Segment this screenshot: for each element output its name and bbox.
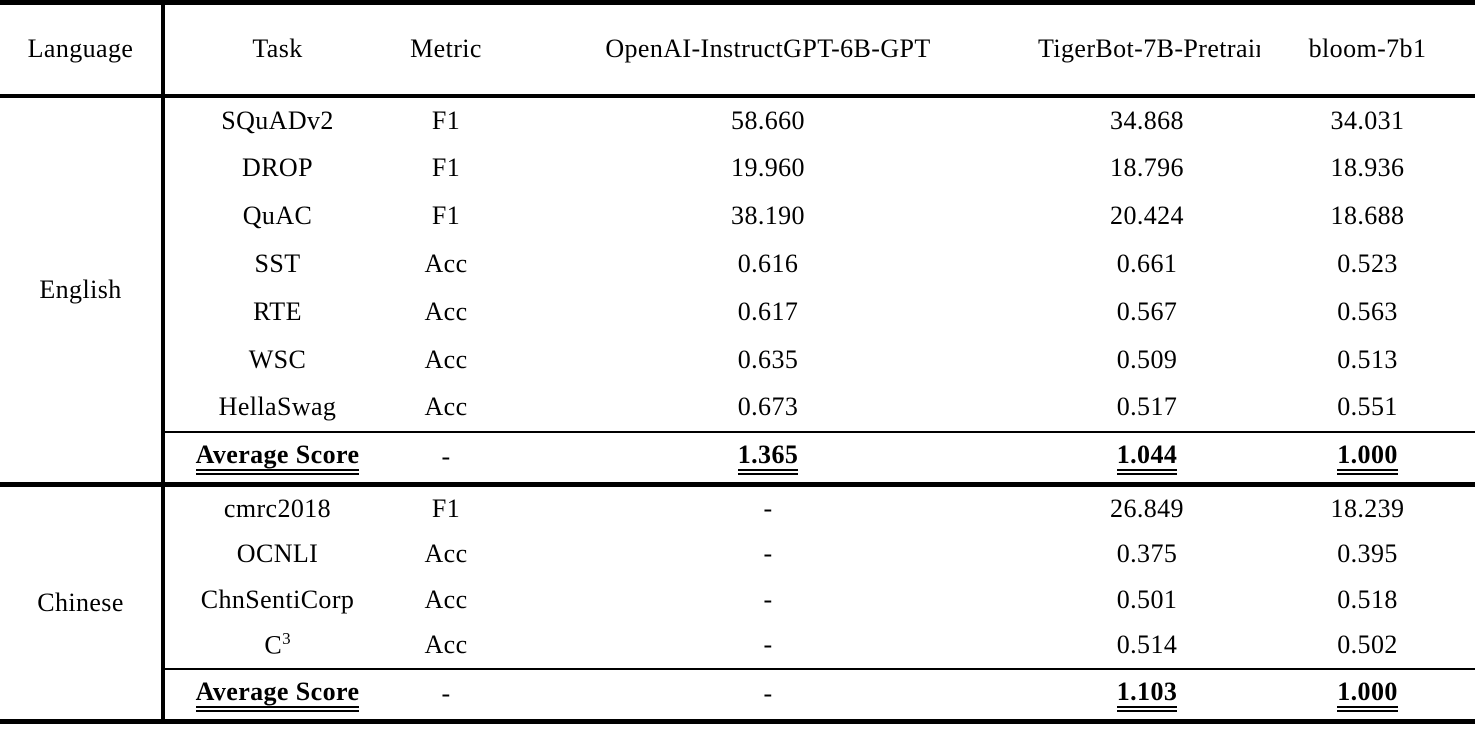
score-cell: 0.673	[737, 392, 799, 421]
superscript: 3	[282, 629, 291, 649]
table-row: WSC Acc 0.635 0.509 0.513	[0, 336, 1475, 384]
metric-cell: Acc	[424, 248, 468, 278]
table-row: Chinese cmrc2018 F1 - 26.849 18.239	[0, 484, 1475, 722]
average-score-row: Average Score - 1.365 1.044 1.000	[0, 430, 1475, 487]
average-score-value: -	[502, 667, 1034, 722]
metric-cell: F1	[431, 493, 461, 523]
task-cell: DROP	[242, 152, 313, 182]
average-score-value: 1.044	[1034, 430, 1260, 487]
score-cell: 34.868	[1110, 105, 1184, 135]
task-cell: SST	[254, 248, 301, 278]
table-row: RTE Acc 0.617 0.567 0.563	[0, 288, 1475, 336]
metric-cell: F1	[431, 152, 461, 182]
average-score-value: 1.103	[1034, 667, 1260, 722]
task-cell: RTE	[253, 296, 302, 326]
score-cell: -	[763, 584, 773, 614]
task-cell: SQuADv2	[221, 105, 334, 135]
column-header-model-openai: OpenAI-InstructGPT-6B-GPT	[502, 2, 1034, 98]
table-row: OCNLI Acc - 0.375 0.395	[0, 531, 1475, 577]
score-cell: 0.513	[1337, 344, 1398, 374]
table-row: HellaSwag Acc 0.673 0.517 0.551	[0, 384, 1475, 432]
header-row: Language Task Metric OpenAI-InstructGPT-…	[0, 2, 1475, 98]
average-score-label: Average Score	[163, 667, 390, 722]
task-cell: cmrc2018	[223, 493, 332, 523]
score-cell: 18.936	[1330, 152, 1405, 182]
score-cell: 0.509	[1116, 344, 1178, 374]
table-row: ChnSentiCorp Acc - 0.501 0.518	[0, 577, 1475, 623]
score-cell: 0.617	[737, 296, 799, 326]
table-row: DROP F1 19.960 18.796 18.936	[0, 144, 1475, 192]
metric-cell: F1	[431, 105, 461, 135]
language-label-english: English	[0, 95, 165, 487]
table-row: SST Acc 0.616 0.661 0.523	[0, 240, 1475, 288]
score-cell: 0.567	[1116, 296, 1178, 326]
metric-cell: F1	[431, 200, 461, 230]
column-header-metric: Metric	[390, 2, 502, 98]
score-cell: 20.424	[1110, 200, 1184, 230]
score-cell: 26.849	[1110, 493, 1184, 523]
score-cell: 0.375	[1116, 538, 1178, 568]
language-label-chinese: Chinese	[0, 484, 165, 722]
column-header-language: Language	[0, 2, 165, 98]
score-cell: 0.395	[1337, 538, 1398, 568]
average-score-row: Average Score - - 1.103 1.000	[0, 667, 1475, 722]
score-cell: 0.661	[1116, 248, 1178, 278]
column-header-model-bloom: bloom-7b1	[1260, 2, 1475, 98]
metric-cell: Acc	[424, 344, 468, 374]
task-cell: QuAC	[242, 200, 313, 230]
metric-cell: -	[390, 430, 502, 487]
score-cell: -	[763, 630, 773, 659]
table-row: C3 Acc - 0.514 0.502	[0, 623, 1475, 669]
column-header-model-tigerbot: TigerBot-7B-Pretrain	[1034, 2, 1260, 98]
average-score-value: 1.000	[1260, 667, 1475, 722]
metric-cell: Acc	[424, 392, 468, 421]
score-cell: 0.518	[1337, 584, 1398, 614]
average-score-value: 1.000	[1260, 430, 1475, 487]
score-cell: 0.563	[1337, 296, 1398, 326]
task-cell: OCNLI	[236, 538, 319, 568]
average-score-label: Average Score	[163, 430, 390, 487]
score-cell: 0.501	[1116, 584, 1178, 614]
task-cell: ChnSentiCorp	[200, 584, 355, 614]
table-row: English SQuADv2 F1 58.660 34.868 34.031	[0, 95, 1475, 487]
task-cell-c3: C3	[264, 629, 291, 660]
score-cell: 0.635	[737, 344, 799, 374]
average-score-value: 1.365	[502, 430, 1034, 487]
score-cell: 0.616	[737, 248, 799, 278]
score-cell: 0.517	[1116, 392, 1178, 421]
score-cell: 34.031	[1330, 105, 1405, 135]
score-cell: -	[763, 538, 773, 568]
metric-cell: -	[390, 667, 502, 722]
score-cell: 18.688	[1330, 200, 1405, 230]
score-cell: 19.960	[731, 152, 805, 182]
column-header-task: Task	[163, 2, 390, 98]
metric-cell: Acc	[424, 630, 468, 659]
task-cell: WSC	[248, 344, 307, 374]
score-cell: 0.551	[1337, 392, 1398, 421]
score-cell: 38.190	[731, 200, 805, 230]
score-cell: 18.796	[1110, 152, 1184, 182]
metric-cell: Acc	[424, 296, 468, 326]
task-cell: HellaSwag	[218, 392, 337, 421]
score-cell: 18.239	[1330, 493, 1405, 523]
score-cell: 58.660	[731, 105, 805, 135]
metric-cell: Acc	[424, 538, 468, 568]
table-row: QuAC F1 38.190 20.424 18.688	[0, 192, 1475, 240]
score-cell: -	[763, 493, 773, 523]
score-cell: 0.502	[1337, 630, 1398, 659]
metric-cell: Acc	[424, 584, 468, 614]
evaluation-table: Language Task Metric OpenAI-InstructGPT-…	[0, 0, 1475, 724]
score-cell: 0.523	[1337, 248, 1398, 278]
score-cell: 0.514	[1116, 630, 1178, 659]
